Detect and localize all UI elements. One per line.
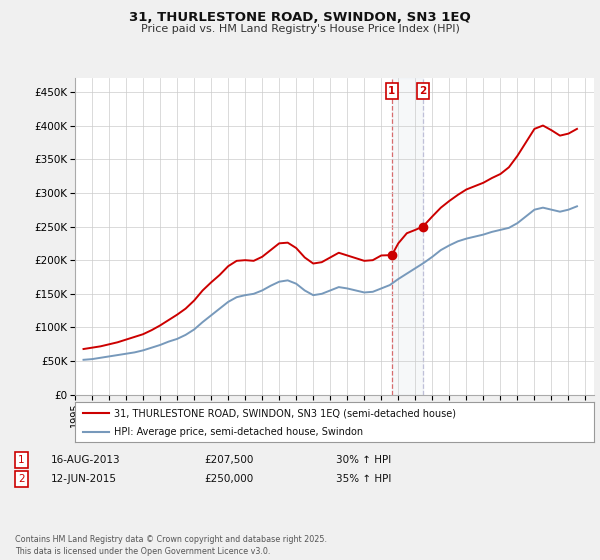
Bar — [392, 78, 423, 395]
Text: 2: 2 — [18, 474, 25, 484]
Text: 35% ↑ HPI: 35% ↑ HPI — [336, 474, 391, 484]
Text: Contains HM Land Registry data © Crown copyright and database right 2025.
This d: Contains HM Land Registry data © Crown c… — [15, 535, 327, 556]
Text: 2: 2 — [419, 86, 427, 96]
Text: 31, THURLESTONE ROAD, SWINDON, SN3 1EQ (semi-detached house): 31, THURLESTONE ROAD, SWINDON, SN3 1EQ (… — [114, 408, 456, 418]
Text: Price paid vs. HM Land Registry's House Price Index (HPI): Price paid vs. HM Land Registry's House … — [140, 24, 460, 34]
Text: 12-JUN-2015: 12-JUN-2015 — [51, 474, 117, 484]
Text: 16-AUG-2013: 16-AUG-2013 — [51, 455, 121, 465]
Text: 31, THURLESTONE ROAD, SWINDON, SN3 1EQ: 31, THURLESTONE ROAD, SWINDON, SN3 1EQ — [129, 11, 471, 24]
Text: £207,500: £207,500 — [204, 455, 253, 465]
Text: 1: 1 — [18, 455, 25, 465]
Text: HPI: Average price, semi-detached house, Swindon: HPI: Average price, semi-detached house,… — [114, 427, 363, 437]
Text: 1: 1 — [388, 86, 395, 96]
Text: £250,000: £250,000 — [204, 474, 253, 484]
Text: 30% ↑ HPI: 30% ↑ HPI — [336, 455, 391, 465]
